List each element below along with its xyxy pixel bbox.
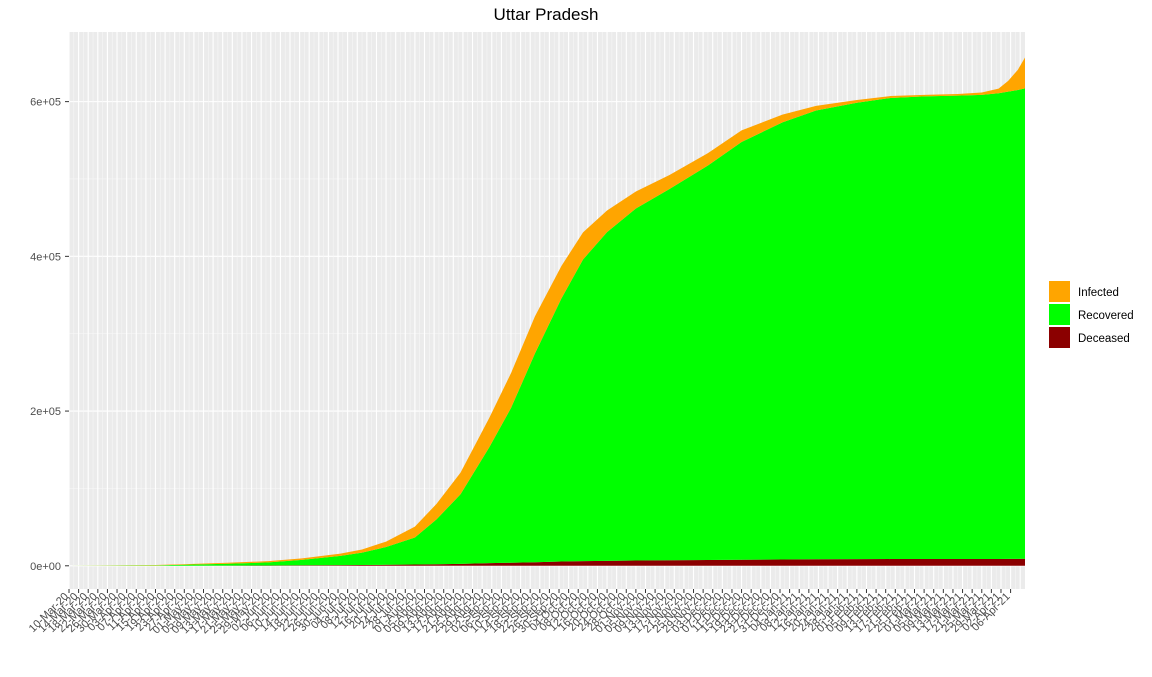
y-tick-label: 4e+05 [30, 251, 61, 263]
area-series [69, 57, 1025, 566]
area-infected [69, 57, 1025, 566]
legend-key-infected [1049, 281, 1070, 302]
legend-label-deceased: Deceased [1078, 333, 1130, 345]
legend: Infected Recovered Deceased [1049, 281, 1134, 348]
area-recovered [69, 88, 1025, 566]
y-tick-label: 0e+00 [30, 561, 61, 573]
chart-title: Uttar Pradesh [494, 5, 599, 24]
y-axis: 0e+00 2e+05 4e+05 6e+05 [30, 97, 69, 573]
x-axis: 10-Mar-2014-Mar-2018-Mar-2022-Mar-2026-M… [27, 589, 1013, 636]
legend-key-deceased [1049, 327, 1070, 348]
legend-label-infected: Infected [1078, 287, 1119, 299]
legend-key-recovered [1049, 304, 1070, 325]
y-tick-label: 2e+05 [30, 406, 61, 418]
area-deceased [69, 558, 1025, 566]
legend-label-recovered: Recovered [1078, 310, 1134, 322]
y-tick-label: 6e+05 [30, 97, 61, 109]
